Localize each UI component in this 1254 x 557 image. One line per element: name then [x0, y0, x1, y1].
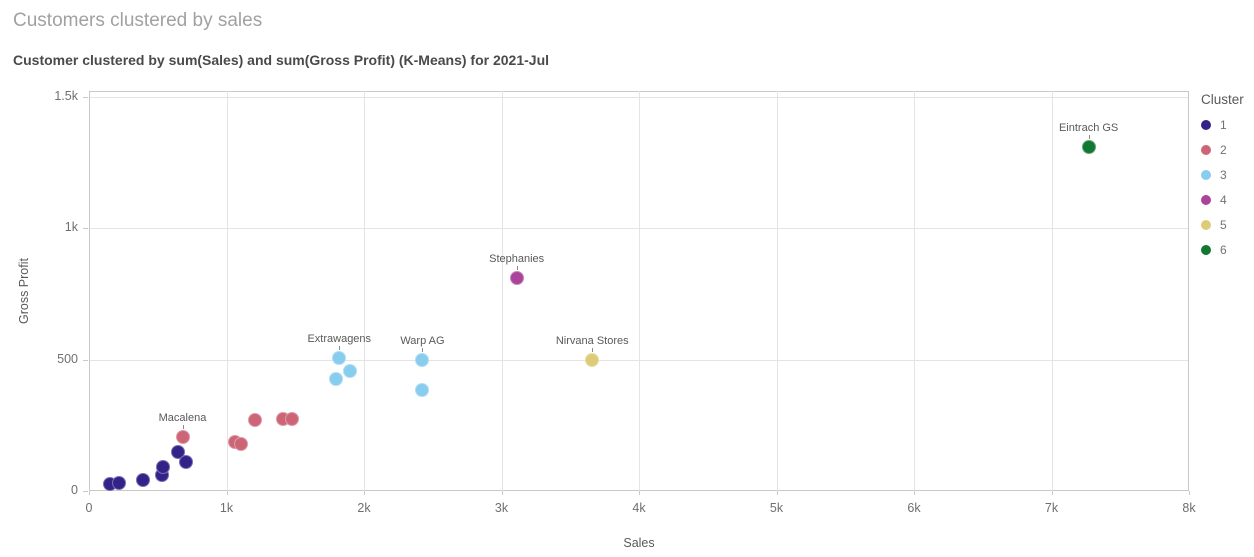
data-point-leader-line — [182, 425, 184, 430]
x-tick-mark — [776, 491, 778, 495]
x-gridline — [364, 91, 365, 491]
y-gridline — [90, 97, 1188, 99]
legend-item-label: 3 — [1220, 168, 1227, 182]
data-point[interactable] — [233, 436, 248, 451]
data-point[interactable] — [247, 413, 262, 428]
data-point[interactable] — [156, 459, 171, 474]
data-point-label: Eintrach GS — [1058, 121, 1119, 134]
y-tick-mark — [83, 359, 88, 361]
x-tick-label: 0 — [85, 501, 93, 515]
chart-title: Customers clustered by sales — [13, 10, 263, 31]
y-tick-mark — [83, 228, 88, 230]
legend-item[interactable]: 4 — [1201, 191, 1244, 209]
legend-swatch-icon — [1201, 145, 1211, 155]
data-point[interactable] — [328, 372, 343, 387]
y-tick-mark — [83, 97, 88, 99]
legend-swatch-icon — [1201, 220, 1211, 230]
legend-item-label: 2 — [1220, 143, 1227, 157]
x-tick-mark — [914, 491, 915, 495]
data-point-label: Macalena — [158, 412, 207, 425]
x-tick-label: 1k — [219, 501, 234, 515]
data-point[interactable] — [332, 351, 347, 366]
y-tick-mark — [83, 491, 88, 492]
legend-swatch-icon — [1201, 170, 1211, 180]
data-point-leader-line — [339, 346, 341, 351]
data-point[interactable] — [175, 430, 190, 445]
legend-swatch-icon — [1201, 245, 1211, 255]
data-point-label: Extrawagens — [307, 333, 372, 346]
x-gridline — [914, 91, 915, 491]
legend-item[interactable]: 2 — [1201, 141, 1244, 159]
x-tick-label: 5k — [769, 501, 784, 515]
y-tick-label: 0 — [71, 483, 78, 497]
x-tick-label: 6k — [907, 501, 921, 515]
x-gridline — [501, 91, 503, 491]
data-point-label: Stephanies — [489, 253, 545, 266]
data-point[interactable] — [1081, 139, 1096, 154]
legend-item[interactable]: 6 — [1201, 241, 1244, 259]
y-gridline — [90, 228, 1188, 230]
legend-item[interactable]: 5 — [1201, 216, 1244, 234]
data-point-label: Nirvana Stores — [555, 334, 629, 347]
data-point[interactable] — [415, 352, 430, 367]
x-tick-mark — [1051, 491, 1053, 495]
legend-item[interactable]: 3 — [1201, 166, 1244, 184]
legend-item-label: 4 — [1220, 193, 1227, 207]
legend-swatch-icon — [1201, 120, 1211, 130]
x-tick-label: 4k — [632, 501, 646, 515]
legend-title: Cluster — [1201, 92, 1244, 107]
x-axis-title: Sales — [623, 536, 655, 550]
legend: Cluster 1 2 3 4 5 6 — [1201, 92, 1244, 266]
legend-item-label: 5 — [1220, 218, 1227, 232]
data-point[interactable] — [178, 454, 193, 469]
data-point[interactable] — [135, 472, 150, 487]
y-gridline — [90, 359, 1188, 361]
x-tick-mark — [89, 491, 90, 495]
x-gridline — [776, 91, 778, 491]
legend-item-label: 1 — [1220, 118, 1227, 132]
data-point[interactable] — [284, 411, 299, 426]
legend-item-label: 6 — [1220, 243, 1227, 257]
x-tick-label: 2k — [357, 501, 371, 515]
data-point[interactable] — [509, 271, 524, 286]
x-tick-label: 7k — [1044, 501, 1059, 515]
chart-subtitle: Customer clustered by sum(Sales) and sum… — [13, 52, 550, 68]
legend-swatch-icon — [1201, 195, 1211, 205]
x-tick-label: 8k — [1182, 501, 1196, 515]
data-point-leader-line — [422, 347, 424, 352]
y-axis-title: Gross Profit — [17, 258, 31, 324]
x-tick-mark — [226, 491, 228, 495]
x-tick-mark — [639, 491, 640, 495]
data-point[interactable] — [111, 475, 126, 490]
x-tick-mark — [364, 491, 365, 495]
data-point-leader-line — [592, 347, 594, 352]
x-gridline — [226, 91, 228, 491]
y-tick-label: 500 — [57, 351, 78, 366]
data-point-label: Warp AG — [400, 334, 445, 347]
y-tick-label: 1k — [64, 220, 78, 235]
x-tick-label: 3k — [494, 501, 509, 515]
x-gridline — [1051, 91, 1053, 491]
x-gridline — [639, 91, 640, 491]
y-tick-label: 1.5k — [54, 89, 78, 104]
data-point-leader-line — [516, 266, 518, 271]
data-point[interactable] — [585, 352, 600, 367]
data-point[interactable] — [343, 364, 358, 379]
data-point[interactable] — [414, 382, 429, 397]
x-tick-mark — [501, 491, 503, 495]
x-tick-mark — [1189, 491, 1190, 495]
data-point-leader-line — [1088, 134, 1090, 139]
legend-item[interactable]: 1 — [1201, 116, 1244, 134]
